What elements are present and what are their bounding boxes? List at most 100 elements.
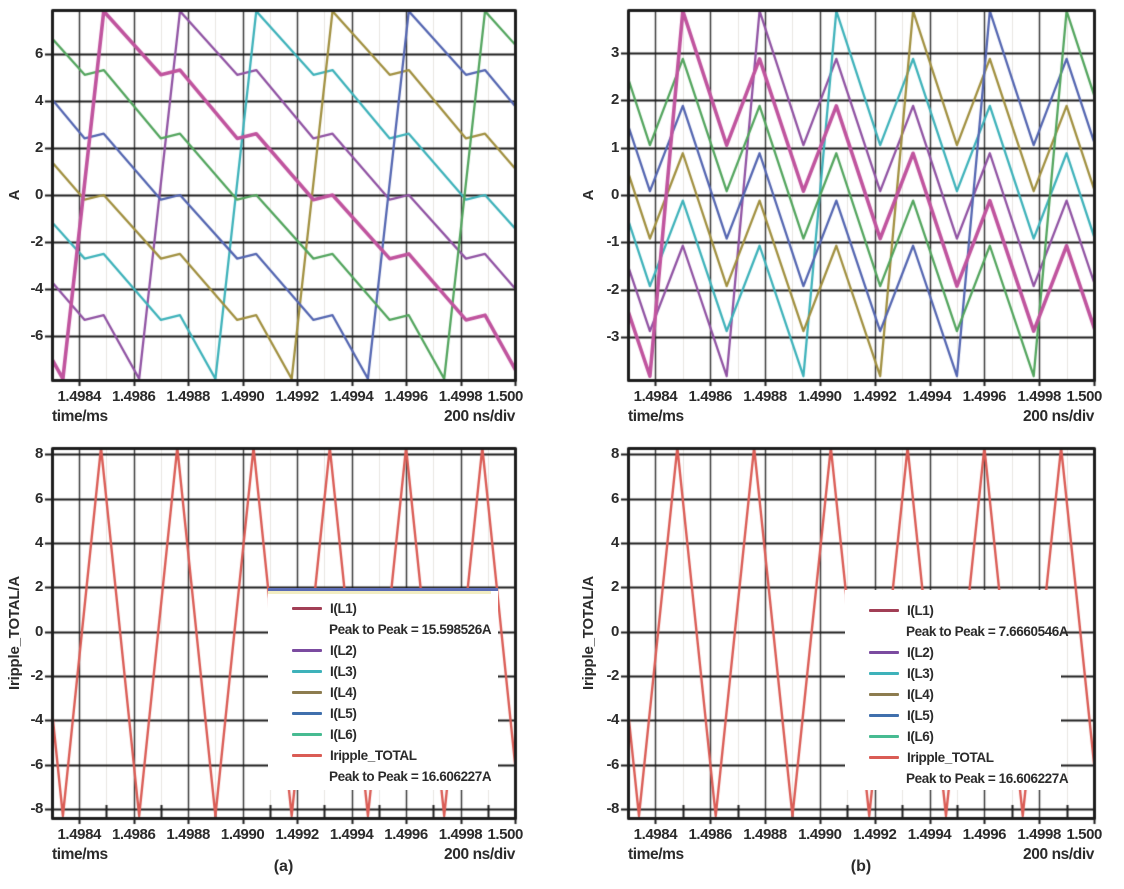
legend-row: I(L5) xyxy=(845,705,1061,726)
legend-series-swatch xyxy=(869,756,899,759)
legend-series-swatch xyxy=(869,714,899,717)
legend-row: Iripple_TOTAL xyxy=(268,745,498,766)
legend-series-swatch xyxy=(292,754,322,757)
y-tick-label: 1 xyxy=(611,138,619,156)
x-axis-scale-label: 200 ns/div xyxy=(1023,846,1094,863)
legend-series-swatch xyxy=(292,733,322,736)
x-tick-label: 1.500 xyxy=(487,388,523,405)
x-tick-label: 1.4998 xyxy=(1017,388,1061,405)
y-tick-label: 0 xyxy=(611,186,619,203)
y-tick-label: 2 xyxy=(611,91,619,109)
y-tick-label: 6 xyxy=(35,489,43,507)
legend-series-swatch xyxy=(292,649,322,652)
legend-label: I(L4) xyxy=(330,685,357,700)
x-tick-label: 1.4994 xyxy=(329,388,374,405)
y-tick-label: 6 xyxy=(35,44,43,62)
y-axis-label: A xyxy=(6,189,23,201)
legend-label: Peak to Peak = 7.6660546A xyxy=(906,624,1069,639)
x-tick-label: 1.4986 xyxy=(688,826,732,843)
x-tick-label: 1.4984 xyxy=(633,826,678,843)
y-tick-label: -4 xyxy=(30,280,43,298)
x-tick-label: 1.4992 xyxy=(852,826,897,843)
x-tick-label: 1.4988 xyxy=(166,826,210,843)
legend-row: I(L1) xyxy=(268,598,498,619)
legend-label: I(L1) xyxy=(907,603,934,618)
legend-series-swatch xyxy=(869,735,899,738)
legend-label: Peak to Peak = 16.606227A xyxy=(329,769,492,784)
legend-label: I(L3) xyxy=(330,664,357,679)
x-tick-label: 1.4986 xyxy=(111,388,156,405)
x-tick-label: 1.4984 xyxy=(633,388,678,405)
x-tick-label: 1.4988 xyxy=(743,826,787,843)
legend-row: I(L2) xyxy=(268,640,498,661)
legend-row: I(L5) xyxy=(268,703,498,724)
legend-label: I(L2) xyxy=(907,645,934,660)
y-tick-label: 0 xyxy=(35,186,43,203)
x-tick-label: 1.4996 xyxy=(962,388,1007,405)
legend-label: I(L1) xyxy=(330,601,357,616)
y-tick-label: 8 xyxy=(35,445,43,463)
y-tick-label: -2 xyxy=(606,667,619,685)
y-axis-label: Iripple_TOTAL/A xyxy=(580,576,597,690)
x-tick-label: 1.4994 xyxy=(907,388,952,405)
y-tick-label: 4 xyxy=(611,533,619,551)
legend-label: I(L5) xyxy=(330,706,357,721)
y-tick-label: -4 xyxy=(30,711,43,729)
y-tick-label: 0 xyxy=(611,622,619,640)
x-tick-label: 1.4998 xyxy=(438,826,483,843)
x-tick-label: 1.4990 xyxy=(798,826,842,843)
x-tick-label: 1.4994 xyxy=(907,826,952,843)
legend-row: Peak to Peak = 16.606227A xyxy=(268,766,498,787)
legend-row: I(L3) xyxy=(268,661,498,682)
legend-series-swatch xyxy=(292,670,322,673)
x-tick-label: 1.4998 xyxy=(438,388,483,405)
x-tick-label: 1.4990 xyxy=(220,388,265,405)
x-tick-label: 1.4998 xyxy=(1017,826,1061,843)
y-axis-label: Iripple_TOTAL/A xyxy=(6,576,23,690)
y-tick-label: -3 xyxy=(606,328,619,346)
y-tick-label: 4 xyxy=(35,533,43,551)
y-tick-label: -2 xyxy=(30,667,43,685)
legend-label: Peak to Peak = 15.598526A xyxy=(329,622,492,637)
legend-row: I(L1) xyxy=(845,600,1061,621)
legend-series-swatch xyxy=(292,691,322,694)
panel-phase-currents-a: 6 4 2 0 -2 -4 -6 1.4984 1.4986 1.4988 1.4990 1.4992… xyxy=(0,0,560,434)
y-tick-label: 0 xyxy=(35,622,43,640)
legend-rows: I(L1) Peak to Peak = 7.6660546A I(L2) I(L3)… xyxy=(845,590,1069,789)
legend-accent-strip xyxy=(268,591,492,594)
legend-row: Iripple_TOTAL xyxy=(845,747,1061,768)
legend-label: Iripple_TOTAL xyxy=(330,748,417,763)
legend-box: I(L1) Peak to Peak = 7.6660546A I(L2) I(L3)… xyxy=(845,590,1069,790)
plot-canvas-phase-currents-a xyxy=(0,0,560,434)
x-axis-scale-label: 200 ns/div xyxy=(1023,408,1094,425)
legend-series-swatch xyxy=(869,651,899,654)
legend-row: Peak to Peak = 7.6660546A xyxy=(845,621,1069,642)
legend-row: I(L3) xyxy=(845,663,1061,684)
y-tick-label: 8 xyxy=(611,445,619,463)
legend-label: I(L2) xyxy=(330,643,357,658)
legend-box: I(L1) Peak to Peak = 15.598526A I(L2) I(L3)… xyxy=(268,588,498,790)
legend-row: I(L2) xyxy=(845,642,1061,663)
x-tick-label: 1.4992 xyxy=(275,388,319,405)
legend-row: I(L6) xyxy=(845,726,1061,747)
y-tick-label: 2 xyxy=(611,578,619,596)
panel-phase-currents-b: 3 2 1 0 -1 -2 -3 1.4984 1.4986 1.4988 1.4990 1.4992… xyxy=(564,0,1124,434)
legend-row: I(L4) xyxy=(268,682,498,703)
legend-label: I(L6) xyxy=(907,729,934,744)
x-tick-label: 1.4992 xyxy=(852,388,897,405)
legend-row: I(L4) xyxy=(845,684,1061,705)
x-tick-label: 1.500 xyxy=(1066,388,1102,405)
x-tick-label: 1.4994 xyxy=(329,826,374,843)
panel-caption: (a) xyxy=(273,858,294,875)
legend-series-swatch xyxy=(292,607,322,610)
y-tick-label: -8 xyxy=(606,800,619,818)
x-tick-label: 1.4996 xyxy=(384,388,428,405)
x-tick-label: 1.4988 xyxy=(743,388,787,405)
x-tick-label: 1.4988 xyxy=(166,388,210,405)
panel-total-ripple-a: 8 6 4 2 0 -2 -4 -6 -8 1.4984 1.4986 1.4988 1.4990 1.4… xyxy=(0,438,560,889)
y-tick-label: -1 xyxy=(606,233,619,251)
legend-series-swatch xyxy=(869,672,899,675)
legend-label: I(L3) xyxy=(907,666,934,681)
y-tick-label: 6 xyxy=(611,489,619,507)
